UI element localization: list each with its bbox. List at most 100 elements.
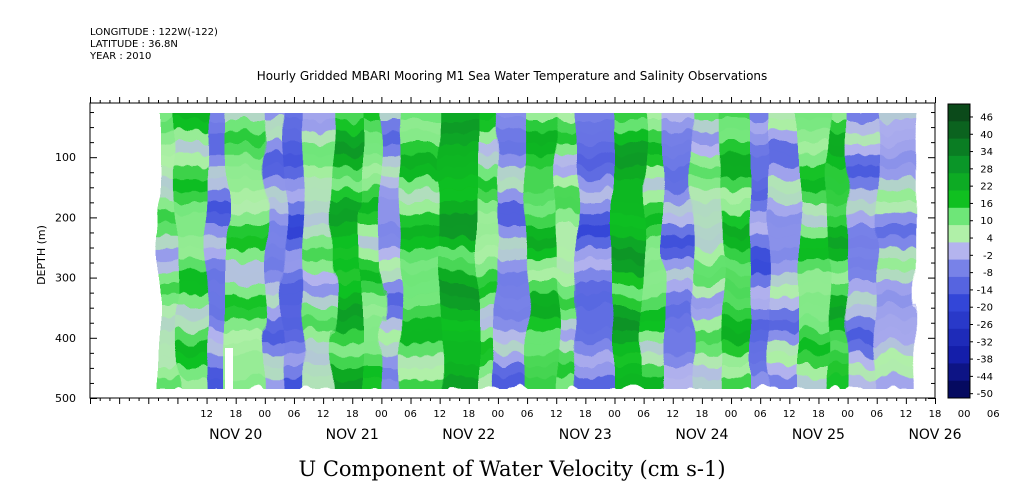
heatmap-cell <box>381 260 402 273</box>
heatmap-cell <box>177 283 208 296</box>
heatmap-cell <box>439 342 480 355</box>
heatmap-cell <box>527 225 557 238</box>
heatmap-cell <box>381 271 402 285</box>
heatmap-cell <box>284 283 305 296</box>
heatmap-cell <box>527 154 557 167</box>
heatmap-cell <box>614 342 645 355</box>
heatmap-cell <box>497 342 528 355</box>
heatmap-cell <box>158 225 178 238</box>
heatmap-cell <box>799 248 829 261</box>
heatmap-cell <box>769 318 800 331</box>
heatmap-cell <box>575 248 616 261</box>
heatmap-cell <box>439 353 480 367</box>
heatmap-cell <box>556 236 577 249</box>
heatmap-cell <box>721 225 751 238</box>
heatmap-cell <box>497 353 528 367</box>
heatmap-cell <box>643 189 664 203</box>
heatmap-cell <box>721 307 751 320</box>
heatmap-cell <box>497 201 528 214</box>
heatmap-cell <box>828 283 849 296</box>
x-hour-tick-label: 00 <box>958 409 971 420</box>
heatmap-cell <box>177 154 208 167</box>
heatmap-cell <box>721 201 751 214</box>
heatmap-cell <box>439 178 480 191</box>
data-gap <box>225 348 233 390</box>
heatmap-cell <box>663 295 693 308</box>
heatmap-cell <box>799 330 829 343</box>
heatmap-cell <box>556 307 577 320</box>
heatmap-cell <box>692 113 722 121</box>
heatmap-cell <box>692 178 722 191</box>
heatmap-cell <box>284 260 305 273</box>
heatmap-cell <box>226 365 266 378</box>
heatmap-cell <box>750 225 771 238</box>
heatmap-cell <box>876 377 917 389</box>
heatmap-cell <box>876 365 917 378</box>
heatmap-cell <box>381 318 402 331</box>
heatmap-cell <box>332 248 363 261</box>
heatmap-cell <box>692 295 722 308</box>
colorbar-label: -32 <box>977 337 993 348</box>
heatmap-cell <box>692 119 722 132</box>
heatmap-cell <box>663 260 693 273</box>
heatmap-cell <box>556 248 577 261</box>
colorbar-label: 10 <box>980 216 993 227</box>
heatmap-cell <box>177 377 208 389</box>
heatmap-cell <box>226 248 266 261</box>
heatmap-cell <box>362 330 382 343</box>
colorbar-label: -2 <box>983 251 993 262</box>
heatmap-cell <box>847 330 878 343</box>
heatmap-cell <box>497 154 528 167</box>
heatmap-cell <box>400 143 441 156</box>
heatmap-cell <box>226 236 266 249</box>
heatmap-cell <box>876 236 917 249</box>
heatmap-cell <box>303 178 334 191</box>
heatmap-cell <box>362 318 382 331</box>
heatmap-cell <box>332 283 363 296</box>
heatmap-cell <box>799 201 829 214</box>
heatmap-cell <box>332 225 363 238</box>
heatmap-cell <box>643 295 664 308</box>
heatmap-cell <box>556 330 577 343</box>
colorbar-label: 16 <box>980 199 993 210</box>
heatmap-cell <box>847 166 878 179</box>
year-label: YEAR : 2010 <box>89 51 151 62</box>
heatmap-cell <box>799 295 829 308</box>
heatmap-cell <box>206 119 227 132</box>
heatmap-cell <box>575 307 616 320</box>
heatmap-cell <box>497 295 528 308</box>
heatmap-cell <box>828 143 849 156</box>
heatmap-cell <box>750 295 771 308</box>
heatmap-cell <box>439 271 480 285</box>
heatmap-cell <box>381 295 402 308</box>
colorbar-label: 40 <box>980 130 993 141</box>
heatmap-cell <box>478 166 499 179</box>
heatmap-cell <box>439 201 480 214</box>
heatmap-cell <box>264 260 285 273</box>
heatmap-cell <box>439 189 480 203</box>
heatmap-cell <box>575 119 616 132</box>
x-hour-tick-label: 00 <box>725 409 738 420</box>
heatmap-cell <box>799 271 829 285</box>
heatmap-cell <box>332 295 363 308</box>
heatmap-cell <box>400 260 441 273</box>
colorbar-swatch <box>948 276 970 295</box>
heatmap-cell <box>177 119 208 132</box>
heatmap-cell <box>692 307 722 320</box>
heatmap-cell <box>177 353 208 367</box>
heatmap-cell <box>381 189 402 203</box>
heatmap-cell <box>769 131 800 144</box>
heatmap-cell <box>226 330 266 343</box>
heatmap-cell <box>177 189 208 203</box>
heatmap-cell <box>876 342 917 355</box>
heatmap-cell <box>206 113 227 121</box>
heatmap-cell <box>721 113 751 121</box>
heatmap-cell <box>750 113 771 121</box>
heatmap-cell <box>303 365 334 378</box>
heatmap-cell <box>226 113 266 121</box>
heatmap-cell <box>769 201 800 214</box>
heatmap-cell <box>332 113 363 121</box>
heatmap-cell <box>769 342 800 355</box>
heatmap-cell <box>381 113 402 121</box>
heatmap-cell <box>614 307 645 320</box>
